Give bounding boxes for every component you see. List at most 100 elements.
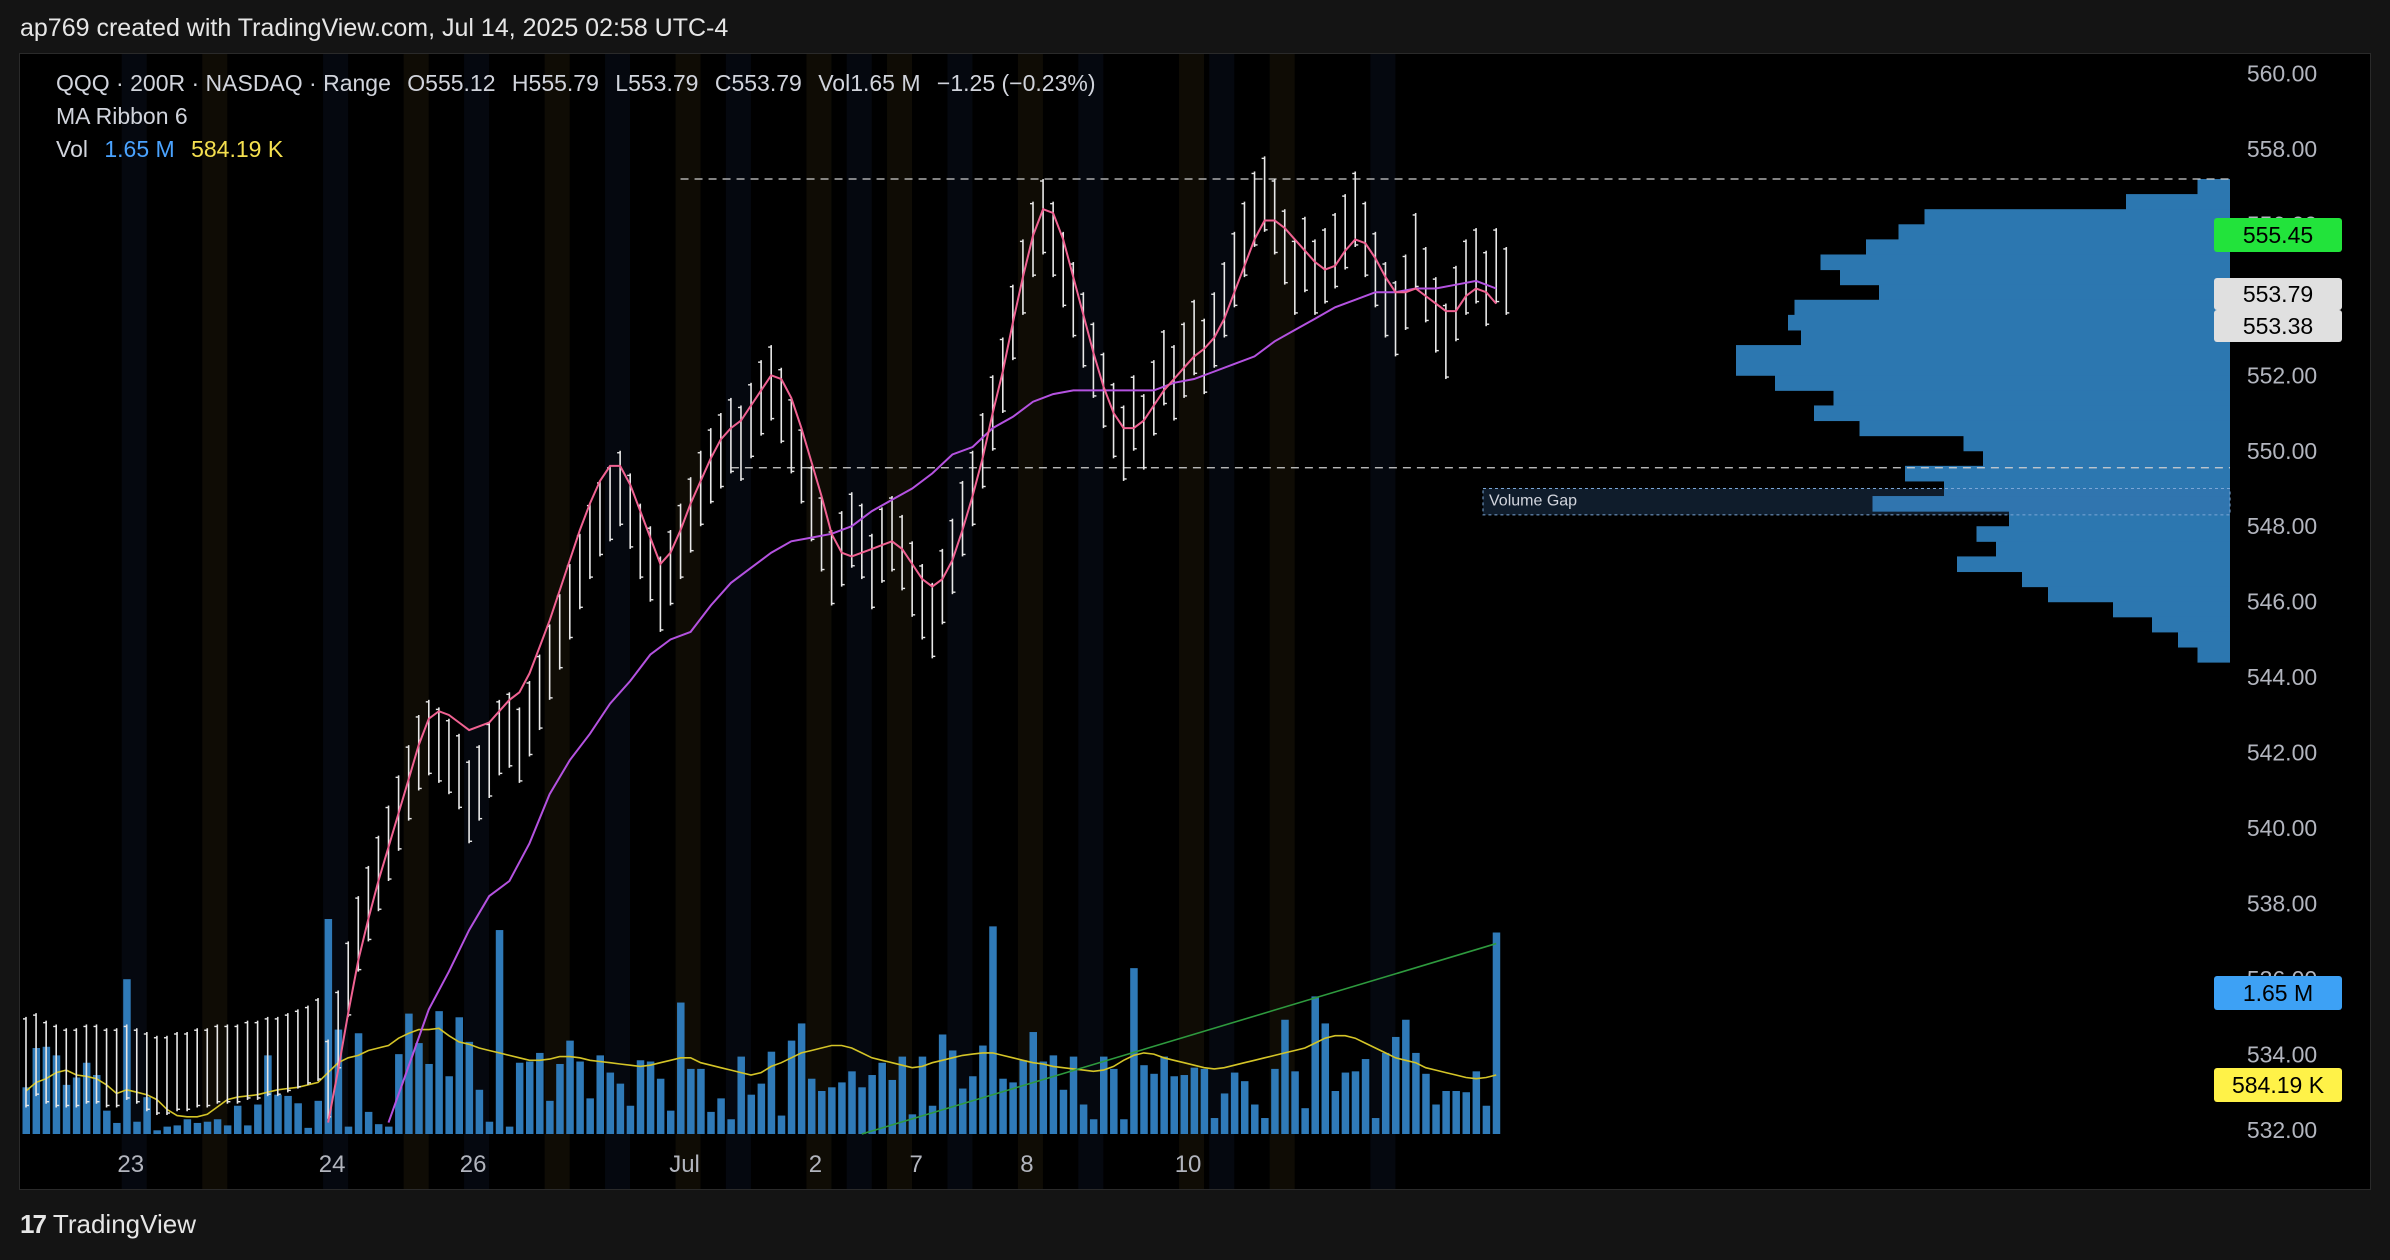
volume-bar [1361, 1059, 1370, 1134]
volume-bar [677, 1002, 685, 1134]
price-tag-last: 553.79 [2214, 278, 2342, 310]
volume-bar [687, 1068, 695, 1134]
close-label: C [714, 70, 732, 96]
session-shading [1269, 54, 1295, 1189]
session-shading [403, 54, 429, 1189]
volume-profile-row [2152, 616, 2230, 633]
y-tick-label: 550.00 [2247, 438, 2317, 464]
volume-bar [918, 1056, 927, 1134]
volume-bar [1311, 996, 1319, 1134]
volume-bar [475, 1089, 484, 1134]
volume-bar [848, 1071, 856, 1134]
volume-bar [435, 1011, 443, 1134]
chart-canvas[interactable]: 560.00558.00556.00554.00552.00550.00548.… [20, 54, 2370, 1189]
volume-legend[interactable]: Vol 1.65 M 584.19 K [56, 136, 293, 163]
slow-ma-line [387, 279, 1497, 1123]
volume-bar [445, 1076, 453, 1134]
volume-bar [294, 1103, 302, 1134]
volume-bar [596, 1055, 604, 1134]
volume-profile-row [1976, 526, 2230, 542]
volume-bar [415, 1043, 423, 1134]
volume-bar [163, 1126, 171, 1134]
price-tag-open: 553.38 [2214, 310, 2342, 342]
volume-bar [304, 1127, 312, 1134]
session-shading [887, 54, 913, 1189]
volume-bar [354, 1033, 363, 1134]
vol-label: Vol [818, 70, 851, 96]
volume-bar [213, 1119, 222, 1134]
volume-bar [959, 1088, 967, 1134]
volume-profile-row [2022, 571, 2230, 588]
volume-bar [928, 1105, 937, 1134]
session-shading [464, 54, 490, 1189]
volume-bar [1462, 1092, 1471, 1134]
volume-profile-row [1872, 496, 2230, 512]
chart-panel[interactable]: 560.00558.00556.00554.00552.00550.00548.… [19, 53, 2371, 1190]
volume-profile-row [2113, 601, 2230, 618]
session-shading [947, 54, 973, 1189]
volume-bar [969, 1076, 977, 1134]
x-tick-label: 2 [809, 1151, 822, 1178]
volume-profile-row [1944, 480, 2230, 497]
volume-profile-row [1794, 299, 2230, 316]
volume-bar [1261, 1118, 1269, 1134]
volume-bar [626, 1105, 635, 1134]
session-shading [202, 54, 228, 1189]
tradingview-mark-icon: 17 [20, 1209, 47, 1239]
volume-bar [767, 1051, 776, 1134]
y-tick-label: 542.00 [2247, 740, 2317, 766]
volume-bar [1321, 1023, 1330, 1134]
volume-bar [1130, 968, 1138, 1134]
volume-profile-row [1801, 329, 2230, 346]
volume-tag: 1.65 M [2214, 976, 2342, 1010]
fast-ma-line [327, 207, 1497, 1123]
volume-bar [22, 1087, 30, 1134]
volume-bar [1180, 1075, 1189, 1134]
volume-bar [405, 1013, 413, 1134]
session-shading [1370, 54, 1396, 1189]
volume-profile-row [1957, 556, 2230, 573]
y-tick-label: 560.00 [2247, 60, 2317, 86]
volume-bar [1402, 1019, 1410, 1134]
volume-bar [797, 1023, 806, 1134]
open-label: O [407, 70, 426, 96]
volume-bar [868, 1075, 876, 1134]
volume-profile-row [1840, 269, 2230, 286]
volume-profile-row [1775, 375, 2230, 391]
volume-bar [888, 1079, 897, 1134]
volume-profile-row [1983, 450, 2230, 467]
volume-bar [878, 1062, 886, 1134]
volume-bar [284, 1095, 292, 1134]
volume-bar [586, 1098, 594, 1134]
volume-bar [989, 926, 997, 1134]
volume-bar [1160, 1056, 1168, 1134]
volume-legend-label: Vol [56, 136, 88, 162]
volume-profile-row [1996, 541, 2230, 557]
volume-bar [1220, 1093, 1229, 1134]
volume-bar [113, 1122, 121, 1134]
volume-bar [324, 919, 333, 1134]
volume-bar [1170, 1076, 1178, 1134]
volume-bar [807, 1078, 816, 1134]
volume-bar [1110, 1068, 1118, 1134]
symbol-label: QQQ · 200R · NASDAQ · Range [56, 70, 391, 96]
volume-bar [1392, 1036, 1400, 1134]
volume-profile-row [1924, 209, 2230, 225]
header-attribution: ap769 created with TradingView.com, Jul … [20, 14, 729, 42]
volume-bar [1341, 1072, 1350, 1134]
volume-bar [1059, 1089, 1068, 1134]
volume-bar [898, 1056, 907, 1134]
session-shading [1078, 54, 1104, 1189]
volume-profile-row [2126, 194, 2230, 210]
volume-bar [858, 1087, 866, 1134]
close-value: 553.79 [731, 70, 802, 96]
volume-bar [1039, 1061, 1048, 1134]
tradingview-logo[interactable]: 17 TradingView [20, 1209, 196, 1240]
volume-bar [1009, 1082, 1017, 1134]
ma-ribbon-legend[interactable]: MA Ribbon 6 [56, 103, 198, 130]
volume-bar [1089, 1119, 1098, 1134]
volume-bar [1381, 1052, 1390, 1134]
volume-bar [223, 1125, 232, 1134]
volume-bar [1049, 1055, 1058, 1134]
volume-bar [374, 1124, 383, 1134]
